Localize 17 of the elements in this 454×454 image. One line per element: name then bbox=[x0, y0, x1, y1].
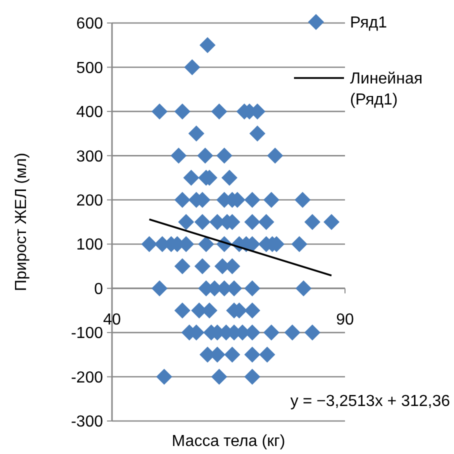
x-axis-title: Масса тела (кг) bbox=[172, 433, 286, 450]
x-tick-label: 90 bbox=[336, 311, 354, 328]
annotation: y = −3,2513x + 312,36 bbox=[290, 393, 450, 410]
y-tick-label: 200 bbox=[76, 192, 104, 210]
x-tick-label: 40 bbox=[103, 311, 121, 328]
legend-label: Ряд1 bbox=[350, 14, 388, 32]
y-tick-label: 600 bbox=[76, 16, 104, 33]
y-tick-label: -300 bbox=[70, 414, 104, 431]
y-tick-label: 0 bbox=[94, 280, 104, 298]
y-tick-label: 400 bbox=[76, 104, 104, 122]
y-tick-label: 100 bbox=[76, 236, 104, 254]
y-axis-title: Прирост ЖЕЛ (мл) bbox=[13, 152, 30, 292]
y-tick-label: -200 bbox=[70, 369, 104, 386]
y-tick-label: 500 bbox=[76, 60, 104, 77]
y-tick-label: -100 bbox=[70, 325, 104, 342]
legend-label: Линейная (Ряд1) bbox=[350, 70, 423, 108]
y-tick-label: 300 bbox=[76, 148, 104, 166]
